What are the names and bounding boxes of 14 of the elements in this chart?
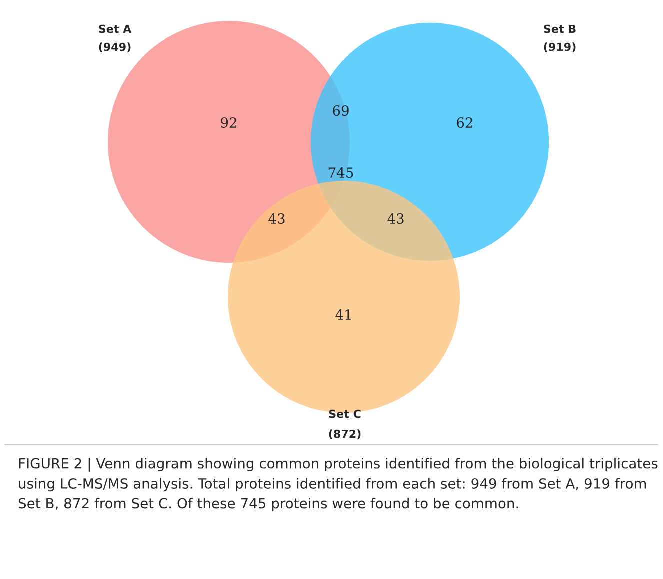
text: 92 (221, 118, 236, 128)
category-label: Set A (99, 24, 132, 34)
data-label: (872) (329, 430, 361, 440)
data-label: (919) (544, 42, 576, 53)
text: 43 (388, 214, 404, 224)
category-label: Set B (544, 24, 576, 34)
text: 41 (336, 310, 351, 320)
text: 62 (457, 118, 472, 128)
data-label: (949) (99, 42, 131, 53)
text: 43 (268, 214, 285, 224)
caption: FIGURE 2 | Venn diagram showing common proteins identified from the biological triplicates using LC-MS/MS analysis. Total proteins identified from each set: 949 from Set A, 919 from Set B, 872 from Set C. Of these 745 proteins were found to be common. (18, 458, 658, 512)
text: 745 (328, 168, 354, 178)
text: 69 (333, 106, 349, 116)
category-label: Set C (329, 410, 361, 418)
